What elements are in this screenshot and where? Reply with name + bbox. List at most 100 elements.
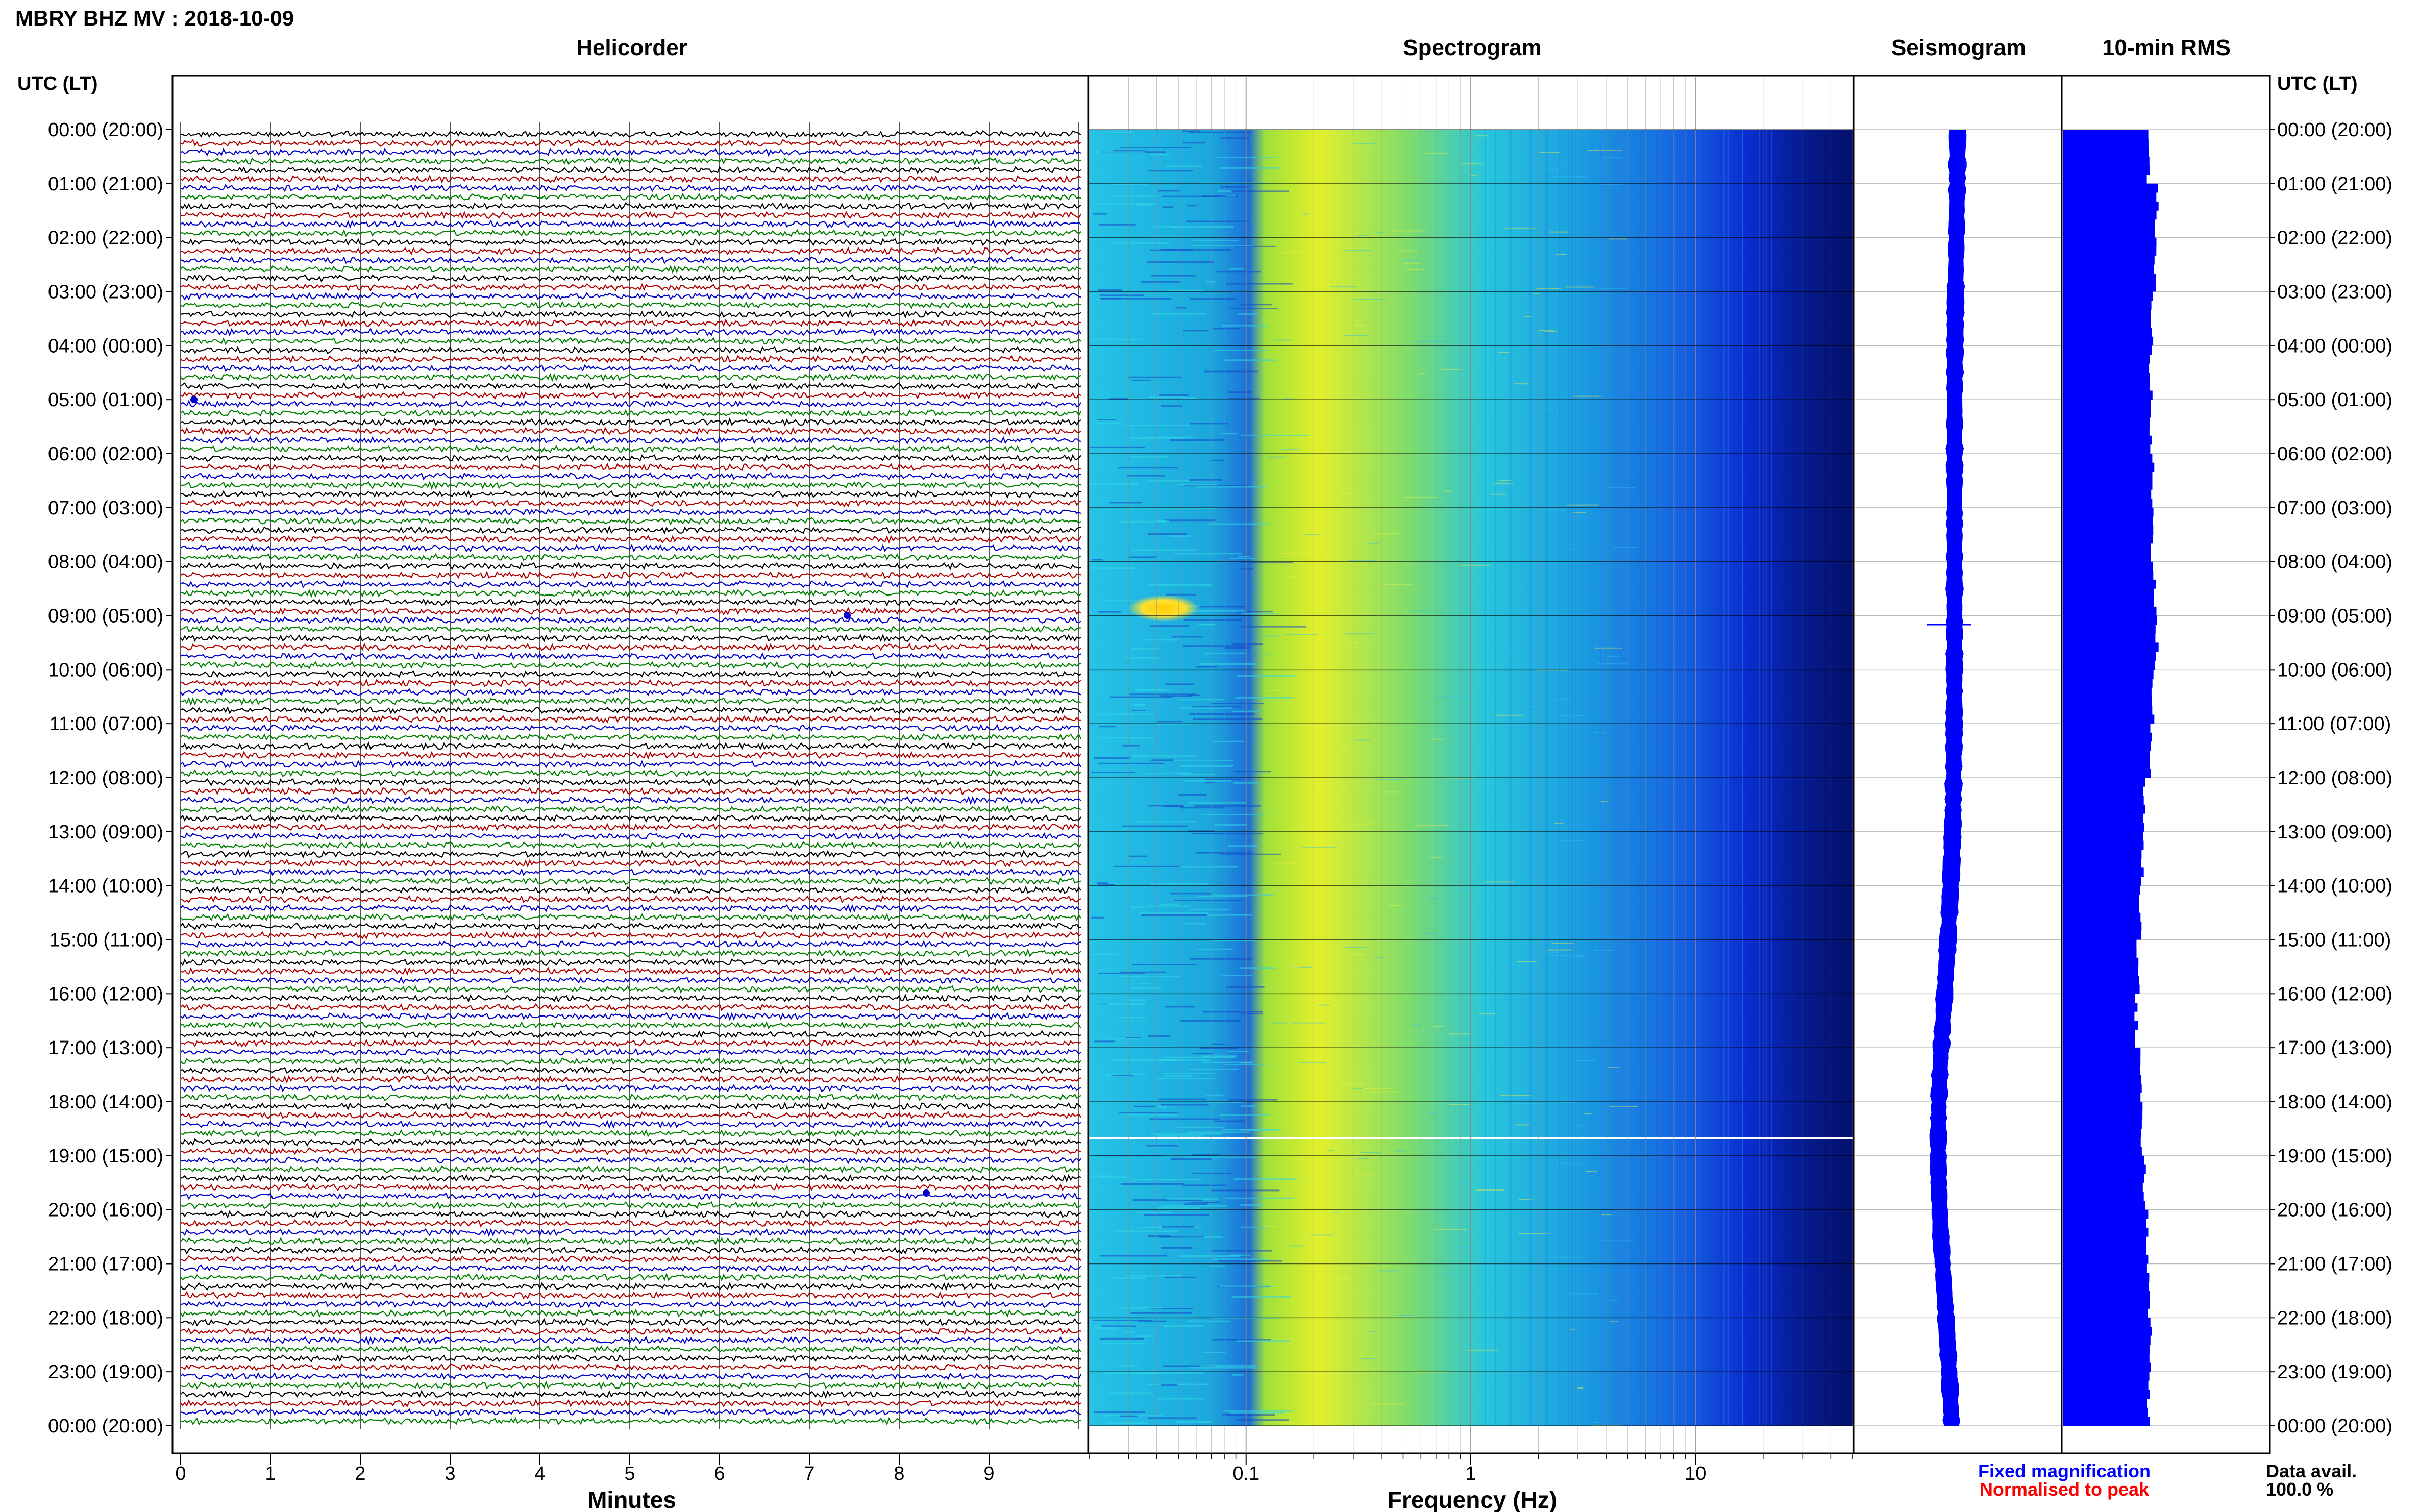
helicorder-trace [180, 966, 1081, 976]
helicorder-trace [180, 895, 1081, 904]
helicorder-trace [180, 382, 1081, 391]
station-title: MBRY BHZ MV : 2018-10-09 [15, 6, 294, 30]
helicorder-trace [180, 823, 1081, 832]
helicorder-trace [180, 778, 1081, 787]
helicorder-trace [180, 841, 1081, 850]
frequency-tick-label: 0.1 [1232, 1463, 1260, 1484]
time-label-right: 23:00 (19:00) [2277, 1361, 2392, 1383]
helicorder-trace [180, 499, 1081, 508]
helicorder-trace [180, 193, 1081, 202]
frequency-tick-label: 1 [1465, 1463, 1476, 1484]
helicorder-trace [180, 877, 1081, 886]
time-label-left: 01:00 (21:00) [48, 173, 163, 195]
time-label-right: 12:00 (08:00) [2277, 767, 2392, 789]
helicorder-trace [180, 805, 1081, 814]
helicorder-trace [180, 444, 1081, 454]
time-label-left: 22:00 (18:00) [48, 1307, 163, 1329]
minutes-axis: 0 1 2 3 4 5 6 7 8 9 [175, 1453, 995, 1484]
time-label-left: 05:00 (01:00) [48, 389, 163, 411]
helicorder-trace [180, 1282, 1081, 1291]
time-labels-right: 00:00 (20:00) 01:00 (21:00) 02:00 (22:00) 0… [2270, 119, 2392, 1437]
helicorder-trace [180, 1417, 1081, 1426]
helicorder-trace [180, 1111, 1081, 1120]
helicorder-trace [180, 670, 1081, 679]
time-label-left: 10:00 (06:00) [48, 659, 163, 681]
minute-tick-label: 4 [534, 1463, 545, 1484]
helicorder-trace [180, 751, 1081, 760]
helicorder-trace [180, 1156, 1081, 1164]
helicorder-trace [180, 858, 1081, 868]
helicorder-trace [180, 1237, 1081, 1246]
time-label-left: 02:00 (22:00) [48, 228, 163, 249]
helicorder-trace [180, 354, 1081, 364]
helicorder-event-dot [923, 1189, 930, 1197]
helicorder-trace [180, 174, 1081, 184]
helicorder-trace [180, 166, 1081, 175]
time-label-right: 19:00 (15:00) [2277, 1146, 2392, 1167]
time-label-right: 09:00 (05:00) [2277, 606, 2392, 627]
frequency-axis: 0.1 1 10 [1089, 1453, 1853, 1484]
utc-lt-label-left: UTC (LT) [17, 73, 98, 94]
helicorder-trace [180, 588, 1081, 599]
time-label-left: 00:00 (20:00) [48, 1416, 163, 1437]
time-label-left: 04:00 (00:00) [48, 335, 163, 357]
helicorder-trace [180, 219, 1081, 229]
helicorder-event-dot [190, 396, 198, 403]
helicorder-trace [180, 940, 1081, 949]
helicorder-trace [180, 553, 1081, 562]
helicorder-panel [171, 75, 1089, 1454]
helicorder-trace [180, 157, 1081, 166]
helicorder-trace [180, 931, 1081, 940]
helicorder-trace [180, 1380, 1081, 1390]
time-label-left: 11:00 (07:00) [50, 713, 163, 735]
helicorder-trace [180, 832, 1081, 840]
helicorder-trace [181, 1318, 1081, 1327]
helicorder-trace [180, 391, 1081, 400]
helicorder-trace [180, 130, 1081, 138]
minute-tick-label: 8 [894, 1463, 904, 1484]
minute-tick-label: 3 [445, 1463, 455, 1484]
time-label-right: 03:00 (23:00) [2277, 282, 2392, 303]
helicorder-trace [180, 508, 1081, 516]
legend-normalised-to-peak: Normalised to peak [1980, 1479, 2150, 1500]
helicorder-trace [180, 948, 1081, 958]
helicorder-trace [180, 706, 1081, 715]
legend-fixed-magnification: Fixed magnification [1978, 1460, 2151, 1481]
seismogram-trace [1929, 130, 1967, 1426]
helicorder-trace [180, 1011, 1081, 1022]
time-label-right: 06:00 (02:00) [2277, 443, 2392, 465]
helicorder-trace [180, 534, 1081, 544]
helicorder-trace [180, 309, 1081, 319]
helicorder-trace [180, 301, 1081, 310]
helicorder-trace [180, 1056, 1081, 1066]
time-label-left: 14:00 (10:00) [48, 876, 163, 897]
time-label-right: 08:00 (04:00) [2277, 552, 2392, 573]
time-label-right: 20:00 (16:00) [2277, 1200, 2392, 1221]
helicorder-trace [180, 1354, 1081, 1363]
helicorder-trace [180, 849, 1081, 859]
helicorder-trace [180, 697, 1081, 706]
helicorder-trace [180, 1264, 1081, 1273]
time-label-right: 22:00 (18:00) [2277, 1307, 2392, 1329]
helicorder-trace [180, 1084, 1081, 1093]
helicorder-trace [180, 1075, 1081, 1084]
helicorder-trace [180, 760, 1081, 769]
helicorder-trace [180, 561, 1081, 571]
helicorder-trace [180, 922, 1081, 931]
minute-tick-label: 2 [355, 1463, 365, 1484]
helicorder-trace [180, 913, 1081, 922]
helicorder-trace [180, 796, 1081, 805]
helicorder-trace [180, 1291, 1081, 1300]
minute-tick-label: 1 [265, 1463, 276, 1484]
helicorder-trace [180, 984, 1081, 994]
helicorder-trace [180, 345, 1081, 355]
frequency-tick-label: 10 [1685, 1463, 1706, 1484]
time-label-right: 17:00 (13:00) [2277, 1037, 2392, 1059]
helicorder-trace [180, 318, 1081, 328]
helicorder-trace [180, 1065, 1081, 1075]
helicorder-trace [180, 1048, 1081, 1057]
minute-tick-label: 6 [714, 1463, 725, 1484]
spectrogram-panel [1087, 75, 1855, 1454]
time-label-left: 06:00 (02:00) [48, 443, 163, 465]
helicorder-trace [180, 274, 1081, 283]
